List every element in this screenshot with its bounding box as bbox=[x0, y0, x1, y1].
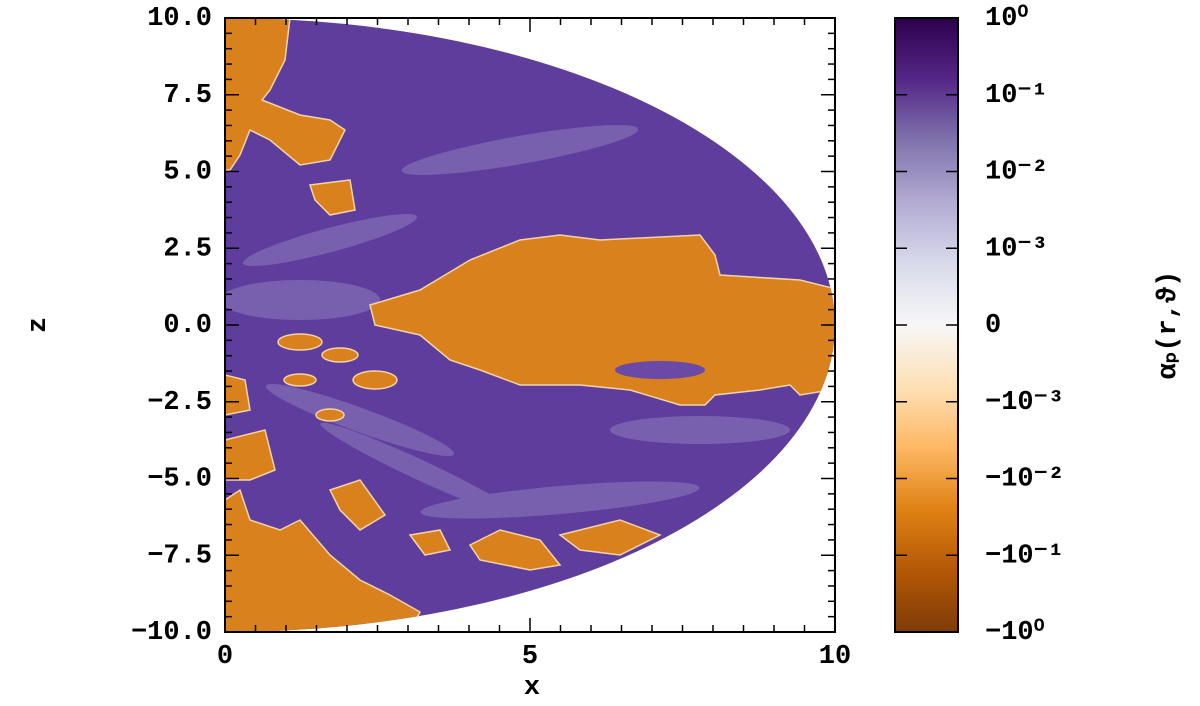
y-tick-label: 0.0 bbox=[163, 311, 212, 341]
y-tick-label: −2.5 bbox=[147, 388, 212, 418]
y-axis-label: z bbox=[24, 317, 54, 333]
colorbar-tick-label: 0 bbox=[985, 311, 1001, 341]
y-tick-label: 2.5 bbox=[163, 234, 212, 264]
x-tick-label: 5 bbox=[522, 642, 538, 672]
colorbar-tick-label: 10⁰ bbox=[985, 4, 1028, 34]
field bbox=[225, 18, 835, 632]
y-tick-label: 5.0 bbox=[163, 158, 212, 188]
negative-regions bbox=[225, 18, 835, 632]
positive-island bbox=[615, 361, 705, 379]
colorbar-label: αₚ(r,ϑ) bbox=[1154, 271, 1184, 380]
colorbar-tick-label: −10⁻¹ bbox=[985, 541, 1064, 571]
colorbar-tick-label: 10⁻² bbox=[985, 158, 1048, 188]
colorbar-tick-label: −10⁻³ bbox=[985, 388, 1064, 418]
colorbar-tick-label: 10⁻¹ bbox=[985, 81, 1048, 111]
colorbar-tick-label: 10⁻³ bbox=[985, 234, 1048, 264]
y-tick-label: −7.5 bbox=[147, 541, 212, 571]
field-texture bbox=[225, 125, 790, 519]
y-tick-label: −5.0 bbox=[147, 465, 212, 495]
y-tick-label: 7.5 bbox=[163, 81, 212, 111]
x-axis-label: x bbox=[524, 673, 540, 701]
y-tick-label: 10.0 bbox=[147, 4, 212, 34]
colorbar-tick-label: −10⁻² bbox=[985, 465, 1064, 495]
x-tick-label: 10 bbox=[819, 642, 851, 672]
y-tick-label: −10.0 bbox=[131, 618, 212, 648]
x-tick-label: 0 bbox=[217, 642, 233, 672]
colorbar-tick-label: −10⁰ bbox=[985, 618, 1045, 648]
